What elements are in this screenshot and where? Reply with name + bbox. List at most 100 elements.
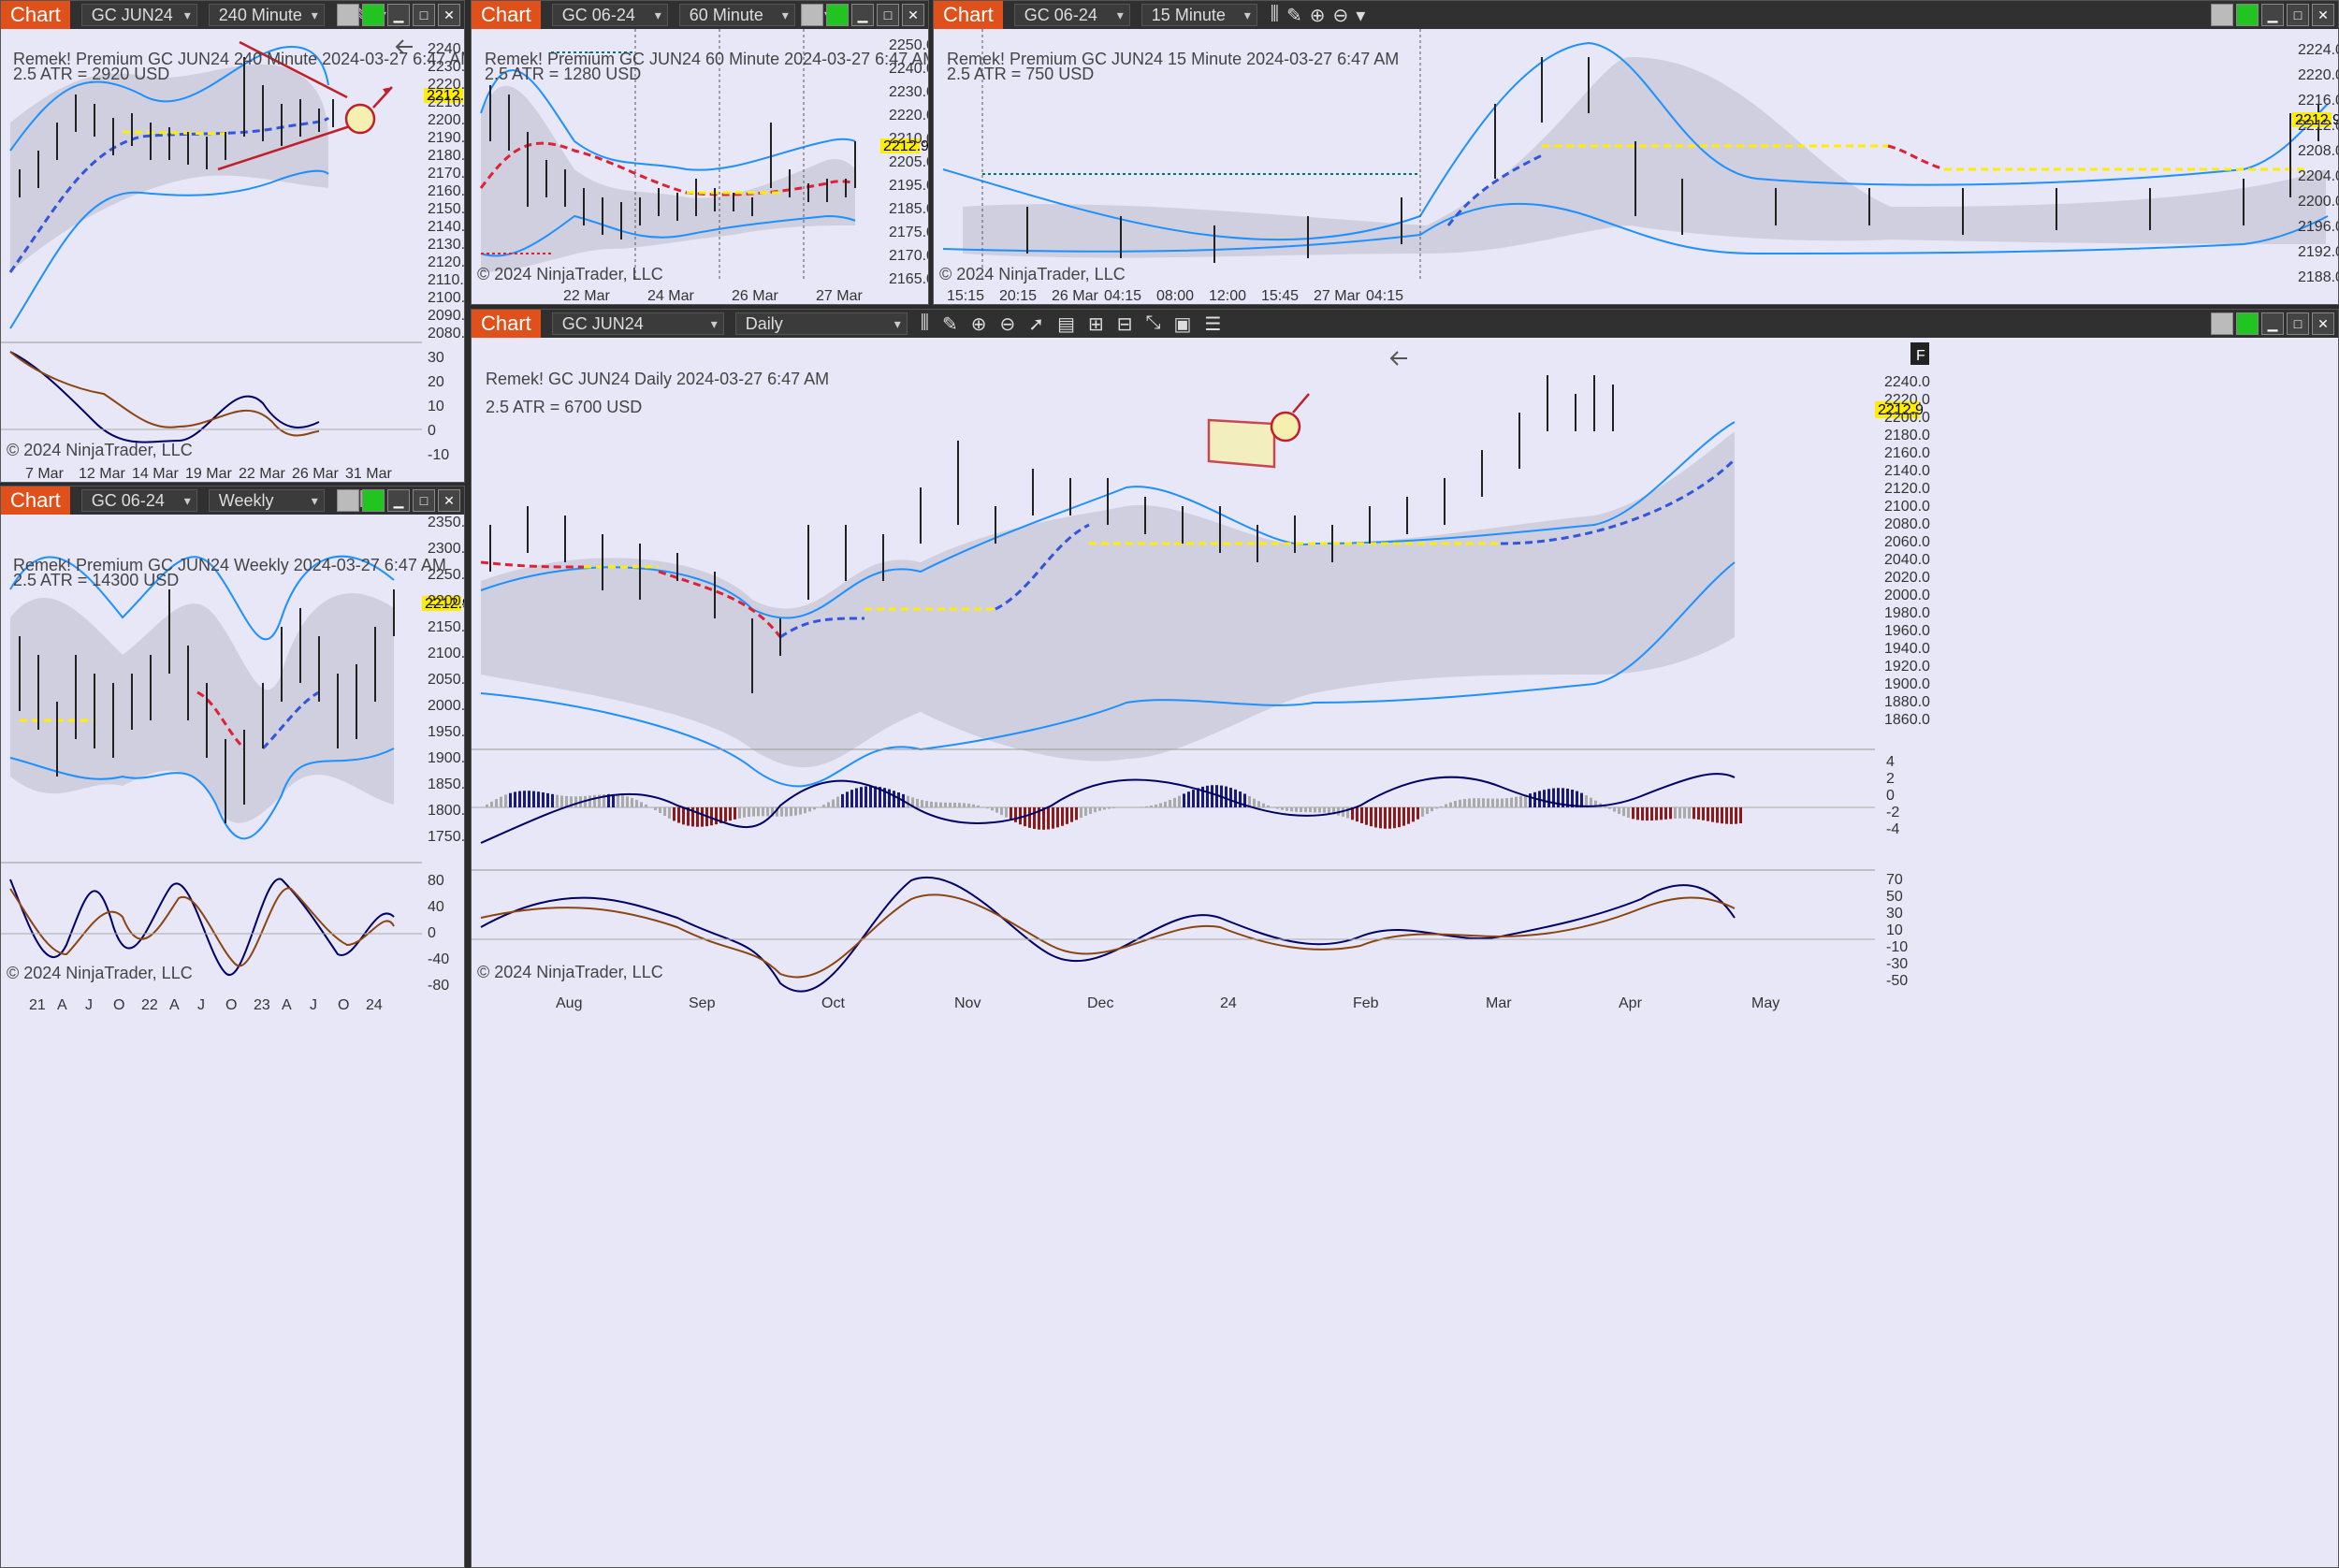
link-button[interactable] (337, 489, 359, 512)
histogram-bar (1482, 798, 1485, 807)
link-color-button[interactable] (826, 4, 849, 26)
interval-select[interactable]: Weekly ▾ (208, 489, 325, 512)
histogram-bar (1140, 806, 1143, 807)
close-button[interactable]: ✕ (902, 4, 924, 26)
interval-select[interactable]: 60 Minute ▾ (678, 4, 795, 26)
link-color-button[interactable] (362, 4, 385, 26)
zoom-in-icon[interactable]: ⊕ (970, 313, 987, 335)
histogram-bar (1173, 797, 1176, 807)
histogram-bar (612, 793, 615, 807)
histogram-bar (1080, 807, 1082, 819)
osc-tick-label: -10 (428, 447, 449, 463)
bar-type-icon[interactable]: ⫼ (920, 312, 929, 333)
link-button[interactable] (2211, 4, 2233, 26)
zoom-out-icon[interactable]: ⊖ (999, 313, 1016, 335)
histogram-bar (1707, 807, 1709, 821)
chart-tab[interactable]: Chart (1, 1, 70, 29)
instrument-select[interactable]: GC 06-24 ▾ (1013, 4, 1130, 26)
y-tick-label: 2200.0 (428, 112, 465, 128)
maximize-button[interactable]: □ (2287, 312, 2309, 335)
y-tick-label: 2180.0 (428, 148, 465, 164)
plot-area[interactable]: Remek! Premium GC JUN24 240 Minute 2024-… (1, 29, 464, 482)
x-tick-label: 22 Mar (563, 288, 610, 304)
plot-area[interactable]: Remek! Premium GC JUN24 60 Minute 2024-0… (472, 29, 928, 304)
data-box-icon[interactable]: ▤ (1057, 313, 1075, 335)
bar-type-icon[interactable]: ⫼ (1270, 3, 1279, 24)
indicators-icon[interactable]: ⊞ (1087, 313, 1104, 335)
maximize-button[interactable]: □ (2287, 4, 2309, 26)
zoom-out-icon[interactable]: ⊖ (1332, 5, 1349, 26)
minimize-button[interactable]: ▁ (2261, 312, 2284, 335)
interval-select[interactable]: Daily ▾ (734, 312, 908, 335)
interval-select[interactable]: 15 Minute ▾ (1140, 4, 1257, 26)
minimize-button[interactable]: ▁ (387, 489, 410, 512)
instrument-select[interactable]: GC 06-24 ▾ (80, 489, 197, 512)
y-tick-label: 2200.0 (2298, 194, 2339, 210)
histogram-bar (1416, 807, 1419, 820)
minimize-button[interactable]: ▁ (851, 4, 874, 26)
link-color-button[interactable] (2236, 4, 2259, 26)
chart-tab[interactable]: Chart (472, 1, 541, 29)
histogram-bar (607, 793, 610, 807)
instrument-select[interactable]: GC JUN24 ▾ (551, 312, 724, 335)
histogram-bar (1641, 807, 1644, 820)
list-icon[interactable]: ☰ (1204, 313, 1222, 335)
histogram-bar (1098, 807, 1101, 811)
histogram-bar (916, 798, 919, 807)
toolbar-icons: ⫼ ✎ ⊕ ⊖ ➚ ▤ ⊞ ⊟ ⤡ ▣ ☰ (921, 312, 1222, 336)
templates-icon[interactable]: ⤡ (1145, 312, 1161, 333)
instrument-select[interactable]: GC JUN24 ▾ (80, 4, 197, 26)
chevron-down-icon: ▾ (311, 7, 318, 22)
x-axis: 15:15 20:15 26 Mar 04:15 08:00 12:00 15:45 27 M… (947, 288, 1403, 304)
plot-area[interactable]: Remek! Premium GC JUN24 Weekly 2024-03-2… (1, 515, 464, 1567)
close-button[interactable]: ✕ (438, 489, 460, 512)
plot-area[interactable]: F Remek! GC JUN24 Daily 2024-03-27 6:47 … (472, 338, 2338, 1567)
osc-tick-label: -40 (428, 951, 449, 967)
chevron-down-icon[interactable]: ▾ (1356, 5, 1366, 26)
minimize-button[interactable]: ▁ (387, 4, 410, 26)
close-button[interactable]: ✕ (438, 4, 460, 26)
chart-tab[interactable]: Chart (472, 310, 541, 338)
link-color-button[interactable] (362, 489, 385, 512)
maximize-button[interactable]: □ (413, 4, 435, 26)
titlebar: Chart GC JUN24 ▾ Daily ▾ ⫼ ✎ ⊕ ⊖ ➚ ▤ ⊞ ⊟ ⤡… (472, 310, 2338, 338)
y-tick-label: 2212.0 (2298, 118, 2339, 134)
y-tick-label: 2190.0 (428, 130, 465, 146)
close-button[interactable]: ✕ (2312, 312, 2334, 335)
histogram-bar (883, 788, 886, 807)
chart-tab[interactable]: Chart (1, 486, 70, 515)
histogram-bar (523, 791, 526, 807)
close-button[interactable]: ✕ (2312, 4, 2334, 26)
histogram-bar (897, 792, 900, 807)
pointer-icon[interactable]: ➚ (1028, 313, 1045, 335)
histogram-bar (570, 796, 573, 807)
histogram-bar (1491, 798, 1494, 807)
zoom-in-icon[interactable]: ⊕ (1309, 5, 1326, 26)
maximize-button[interactable]: □ (877, 4, 899, 26)
strategies-icon[interactable]: ⊟ (1116, 313, 1133, 335)
link-button[interactable] (337, 4, 359, 26)
plot-area[interactable]: Remek! Premium GC JUN24 15 Minute 2024-0… (934, 29, 2338, 304)
link-button[interactable] (2211, 312, 2233, 335)
link-color-button[interactable] (2236, 312, 2259, 335)
histogram-bar (808, 807, 811, 812)
atr-label: 2.5 ATR = 1280 USD (485, 65, 641, 83)
f-button[interactable]: F (1916, 348, 1925, 364)
draw-tool-icon[interactable]: ✎ (1286, 5, 1302, 26)
draw-tool-icon[interactable]: ✎ (942, 313, 958, 335)
histogram-bar (1005, 807, 1008, 818)
properties-icon[interactable]: ▣ (1173, 313, 1192, 335)
y-tick-label: 1960.0 (1884, 623, 1930, 639)
minimize-button[interactable]: ▁ (2261, 4, 2284, 26)
y-tick-label: 2110.0 (428, 272, 465, 288)
y-tick-label: 2100.0 (428, 646, 465, 661)
instrument-select[interactable]: GC 06-24 ▾ (551, 4, 668, 26)
y-axis: 2250.0 2240.0 2230.0 2220.0 2210.0 2205.0 2195… (889, 37, 929, 287)
histogram-bar (1585, 794, 1588, 807)
y-tick-label: 2250.0 (889, 37, 929, 53)
last-price-tag: 2212.9 (1878, 402, 1924, 418)
link-button[interactable] (801, 4, 823, 26)
interval-select[interactable]: 240 Minute ▾ (208, 4, 325, 26)
chart-tab[interactable]: Chart (934, 1, 1003, 29)
maximize-button[interactable]: □ (413, 489, 435, 512)
